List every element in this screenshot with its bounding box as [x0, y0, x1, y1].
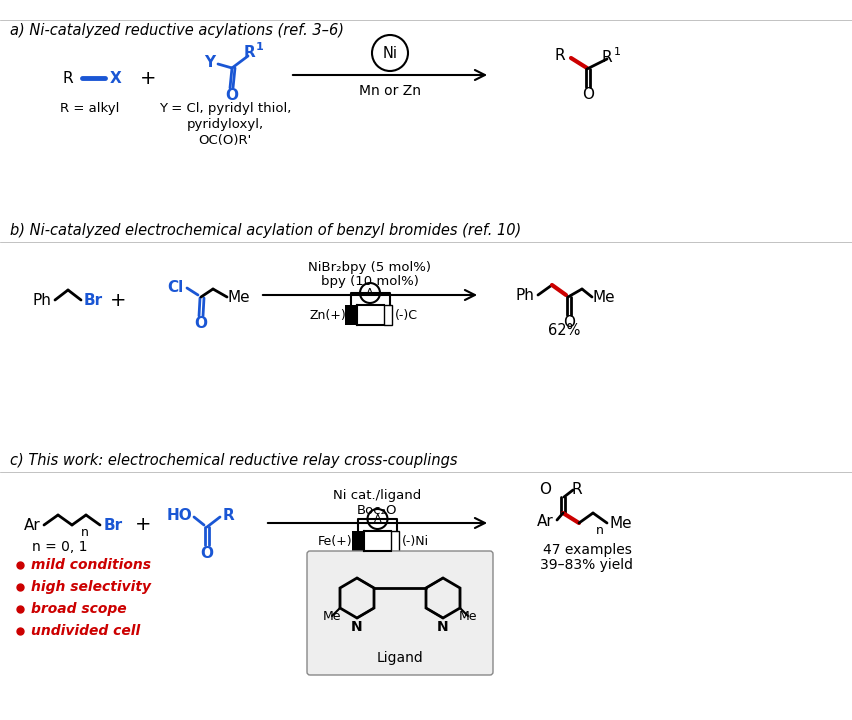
Text: a) Ni-catalyzed reductive acylations (ref. 3–6): a) Ni-catalyzed reductive acylations (re…: [10, 22, 344, 37]
Bar: [392, 531, 400, 551]
Bar: [345, 305, 357, 325]
Text: 47 examples: 47 examples: [543, 543, 631, 557]
Text: 39–83% yield: 39–83% yield: [540, 558, 634, 572]
Text: O: O: [563, 315, 575, 330]
Text: Me: Me: [610, 516, 632, 531]
Text: Ar: Ar: [24, 518, 40, 533]
Text: pyridyloxyl,: pyridyloxyl,: [187, 117, 263, 130]
Text: Ph: Ph: [515, 287, 534, 302]
Text: R: R: [572, 482, 582, 498]
Text: Me: Me: [227, 289, 250, 305]
Text: OC(O)R': OC(O)R': [199, 133, 251, 146]
Text: Ar: Ar: [537, 515, 554, 529]
Text: Ni: Ni: [383, 45, 398, 60]
Text: c) This work: electrochemical reductive relay cross-couplings: c) This work: electrochemical reductive …: [10, 452, 458, 467]
Text: R: R: [602, 50, 613, 65]
Text: 62%: 62%: [548, 323, 580, 338]
Text: Ni cat./ligand: Ni cat./ligand: [333, 488, 422, 502]
Text: n: n: [596, 524, 604, 538]
Text: 1: 1: [613, 47, 620, 57]
Text: mild conditions: mild conditions: [31, 558, 151, 572]
Text: NiBr₂bpy (5 mol%): NiBr₂bpy (5 mol%): [308, 261, 431, 274]
FancyBboxPatch shape: [307, 551, 493, 675]
Text: 1: 1: [256, 42, 264, 52]
Text: b) Ni-catalyzed electrochemical acylation of benzyl bromides (ref. 10): b) Ni-catalyzed electrochemical acylatio…: [10, 222, 521, 238]
Bar: [384, 305, 392, 325]
Text: (-)Ni: (-)Ni: [402, 534, 429, 547]
Text: Y: Y: [204, 55, 216, 70]
Text: R: R: [63, 71, 73, 86]
Text: Mn or Zn: Mn or Zn: [359, 84, 421, 98]
Bar: [353, 531, 365, 551]
Text: Ph: Ph: [32, 292, 51, 307]
Text: (-)C: (-)C: [394, 308, 417, 322]
Text: Fe(+): Fe(+): [318, 534, 353, 547]
Text: Me: Me: [323, 610, 342, 623]
Text: R = alkyl: R = alkyl: [60, 102, 119, 114]
Text: +: +: [110, 290, 126, 310]
Text: Y = Cl, pyridyl thiol,: Y = Cl, pyridyl thiol,: [158, 102, 291, 114]
Text: +: +: [135, 516, 152, 534]
Text: broad scope: broad scope: [31, 602, 127, 616]
Text: O: O: [582, 86, 594, 102]
Text: N: N: [351, 620, 363, 634]
Text: O: O: [226, 88, 239, 102]
Text: N: N: [437, 620, 449, 634]
Text: undivided cell: undivided cell: [31, 624, 141, 638]
Text: O: O: [194, 315, 208, 330]
Text: n: n: [81, 526, 89, 539]
Text: +: +: [140, 68, 156, 88]
Text: O: O: [539, 482, 551, 498]
Text: Ligand: Ligand: [377, 651, 423, 665]
Text: Zn(+): Zn(+): [309, 308, 347, 322]
Text: HO: HO: [167, 508, 193, 523]
Text: high selectivity: high selectivity: [31, 580, 151, 594]
Text: n = 0, 1: n = 0, 1: [32, 540, 88, 554]
Text: R: R: [245, 45, 256, 60]
Text: A: A: [366, 288, 374, 298]
Text: Cl: Cl: [167, 279, 183, 294]
Text: bpy (10 mol%): bpy (10 mol%): [321, 274, 419, 287]
Text: Me: Me: [593, 289, 615, 305]
Text: O: O: [200, 546, 214, 560]
Text: X: X: [110, 71, 122, 86]
Text: Br: Br: [83, 292, 102, 307]
Text: Br: Br: [103, 518, 123, 533]
Text: R: R: [555, 48, 566, 63]
Text: Me: Me: [458, 610, 477, 623]
Text: Boc₂O: Boc₂O: [357, 503, 398, 516]
Text: R: R: [223, 508, 235, 523]
Text: A: A: [374, 514, 382, 524]
